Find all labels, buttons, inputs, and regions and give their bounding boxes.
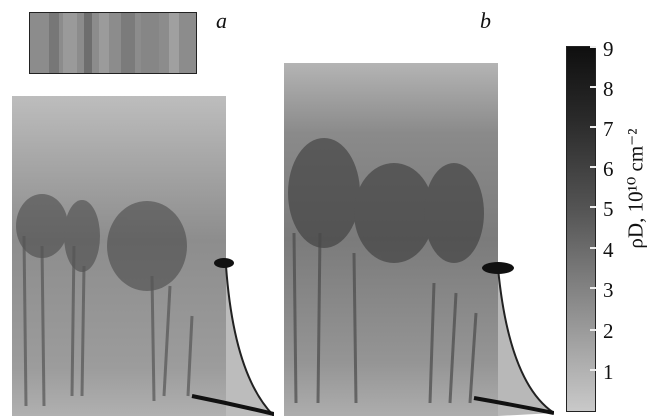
inset-strip-image bbox=[29, 12, 197, 74]
colorbar-tick bbox=[590, 287, 596, 289]
colorbar-gradient bbox=[566, 46, 596, 412]
colorbar-tick bbox=[590, 86, 596, 88]
panel-a-image bbox=[12, 96, 274, 416]
colorbar-tick-label-6: 6 bbox=[603, 157, 614, 181]
colorbar-tick bbox=[590, 247, 596, 249]
colorbar-tick-label-5: 5 bbox=[603, 197, 614, 221]
colorbar-title-text: ρD, 10¹⁰ cm⁻² bbox=[623, 127, 648, 249]
colorbar-tick-label-4: 4 bbox=[603, 238, 614, 262]
colorbar-tick bbox=[590, 329, 596, 331]
colorbar bbox=[566, 46, 606, 414]
colorbar-tick-label-8: 8 bbox=[603, 77, 614, 101]
colorbar-tick-label-3: 3 bbox=[603, 278, 614, 302]
panel-label-a: a bbox=[216, 8, 227, 33]
panel-label-b: b bbox=[480, 8, 491, 33]
colorbar-tick-label-7: 7 bbox=[603, 117, 614, 141]
colorbar-tick-label-9: 9 bbox=[603, 37, 614, 61]
colorbar-tick bbox=[590, 369, 596, 371]
panel-b-image bbox=[284, 63, 554, 416]
colorbar-tick bbox=[590, 46, 596, 48]
colorbar-tick-label-1: 1 bbox=[603, 360, 614, 384]
colorbar-tick bbox=[590, 206, 596, 208]
colorbar-tick bbox=[590, 126, 596, 128]
colorbar-title: ρD, 10¹⁰ cm⁻² bbox=[606, 58, 666, 318]
colorbar-tick bbox=[590, 166, 596, 168]
colorbar-tick-label-2: 2 bbox=[603, 319, 614, 343]
